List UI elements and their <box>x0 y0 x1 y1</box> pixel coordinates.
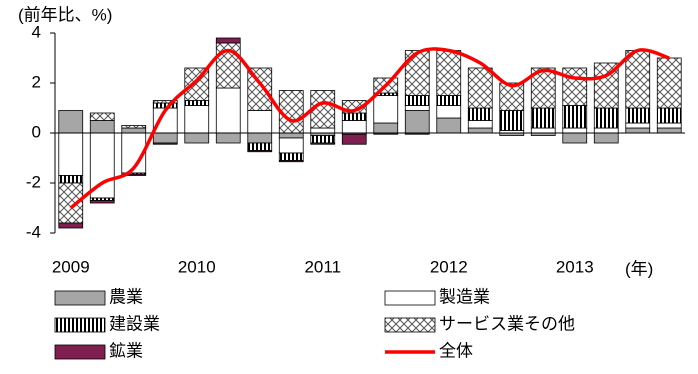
bar-segment <box>247 67 273 111</box>
legend-label: サービス業その他 <box>439 314 575 333</box>
legend-swatch <box>54 317 106 333</box>
x-tick-label: 2011 <box>304 257 341 276</box>
bar-segment <box>530 127 556 134</box>
bar-segment <box>373 122 399 134</box>
line <box>69 47 670 210</box>
bar-segment <box>436 50 462 96</box>
x-tick-label: 2010 <box>178 257 216 276</box>
bar-segment <box>89 120 115 134</box>
bar-segment <box>247 150 273 153</box>
bar-segment <box>436 117 462 134</box>
legend-swatch <box>384 317 436 333</box>
bar-segment <box>152 100 178 104</box>
bar-segment <box>278 132 304 139</box>
bar-segment <box>499 110 525 131</box>
bar-segment <box>247 142 273 151</box>
bar-segment <box>530 67 556 109</box>
bar-segment <box>152 142 178 145</box>
legend-label: 全体 <box>439 341 473 360</box>
bar-segment <box>625 127 651 134</box>
bar-segment <box>184 100 210 106</box>
bar-segment <box>404 50 430 96</box>
bar-segment <box>247 132 273 144</box>
y-tick-label: 4 <box>32 22 41 41</box>
x-axis-label: (年) <box>625 259 653 278</box>
bar-segment <box>215 132 241 144</box>
bar-segment <box>593 127 619 134</box>
bar-segment <box>310 135 336 144</box>
bar-segment <box>436 95 462 106</box>
bar-segment <box>656 127 682 134</box>
bar-segment <box>89 112 115 121</box>
bar-segment <box>593 107 619 129</box>
bar-segment <box>467 67 493 109</box>
x-tick-label: 2009 <box>52 257 90 276</box>
bar-segment <box>184 105 210 134</box>
x-tick-label: 2013 <box>556 257 594 276</box>
legend-swatch <box>54 344 106 360</box>
bar-segment <box>436 105 462 119</box>
bar-segment <box>625 122 651 129</box>
bar-segment <box>467 120 493 129</box>
bar-segment <box>310 142 336 145</box>
bar-segment <box>310 127 336 134</box>
bar-segment <box>656 122 682 129</box>
bar-segment <box>58 222 84 229</box>
bar-segment <box>152 132 178 144</box>
bar-segment <box>341 133 367 145</box>
bar-segment <box>530 107 556 129</box>
bar-segment <box>184 132 210 144</box>
bar-segment <box>656 57 682 109</box>
bar-segment <box>121 125 147 129</box>
bar-segment <box>562 67 588 106</box>
bar-segment <box>341 120 367 134</box>
y-tick-label: 0 <box>32 122 41 141</box>
bar-segment <box>152 102 178 109</box>
bar-segment <box>278 160 304 163</box>
legend-label: 建設業 <box>109 314 160 333</box>
bar-segment <box>89 200 115 204</box>
legend-label: 鉱業 <box>109 341 143 360</box>
bar-segment <box>467 107 493 121</box>
bar-segment <box>215 87 241 134</box>
bar-segment <box>373 95 399 124</box>
legend-swatch <box>54 290 106 306</box>
bar-segment <box>404 110 430 134</box>
bar-segment <box>625 107 651 124</box>
bar-segment <box>656 107 682 124</box>
x-tick-label: 2012 <box>430 257 468 276</box>
bar-segment <box>593 132 619 144</box>
bar-segment <box>247 110 273 134</box>
bar-segment <box>404 95 430 106</box>
bar-segment <box>278 152 304 161</box>
y-tick-label: -4 <box>26 222 41 241</box>
bar-segment <box>593 62 619 109</box>
legend-label: 製造業 <box>439 287 490 306</box>
bar-segment <box>625 50 651 109</box>
bar-segment <box>58 132 84 176</box>
bar-segment <box>278 137 304 154</box>
y-axis-label: (前年比、%) <box>18 5 112 24</box>
bar-segment <box>562 132 588 144</box>
bar-segment <box>58 175 84 184</box>
bar-segment <box>121 127 147 134</box>
bar-segment <box>341 112 367 121</box>
bar-segment <box>562 127 588 134</box>
legend-swatch <box>384 290 436 306</box>
bar-segment <box>562 105 588 129</box>
bar-segment <box>499 82 525 111</box>
bar-segment <box>58 110 84 134</box>
legend-label: 農業 <box>109 287 143 306</box>
bar-segment <box>215 37 241 44</box>
y-tick-label: -2 <box>26 172 41 191</box>
bar-segment <box>467 127 493 134</box>
y-tick-label: 2 <box>32 72 41 91</box>
bar-segment <box>404 105 430 111</box>
